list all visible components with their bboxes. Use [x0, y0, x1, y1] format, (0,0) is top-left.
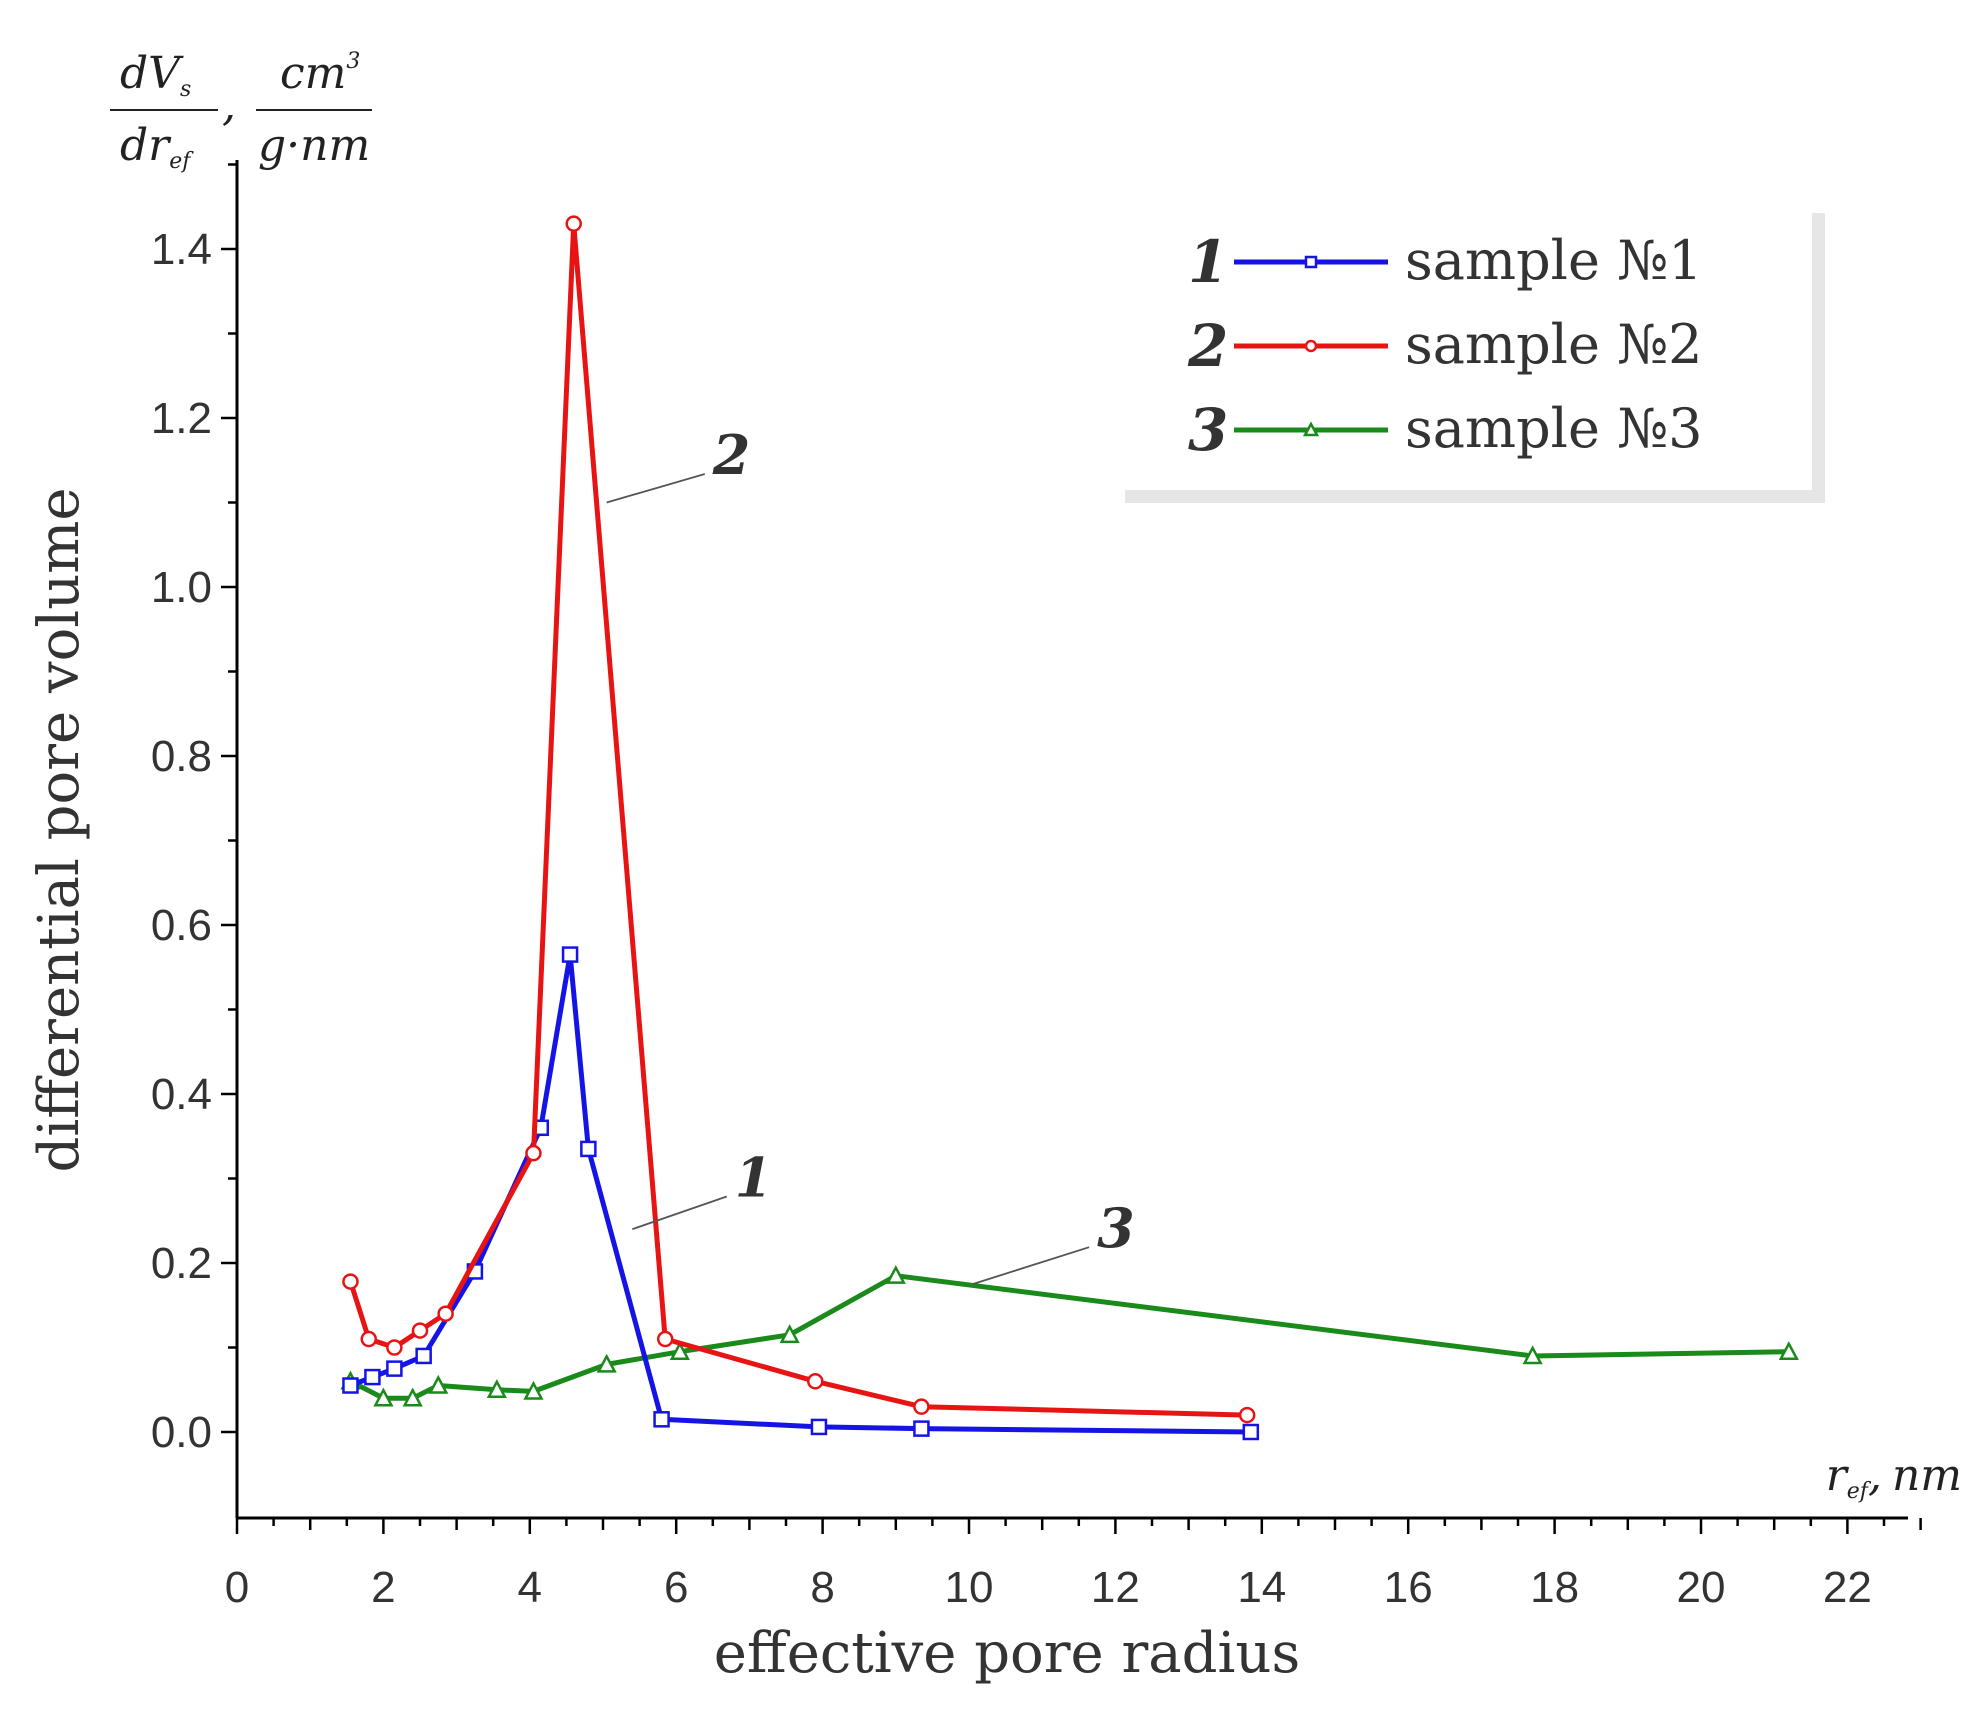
data-point-marker [1242, 1423, 1260, 1441]
annotation-leader [631, 1195, 728, 1231]
x-tick-label: 14 [1237, 1563, 1286, 1612]
x-tick-label: 20 [1677, 1563, 1726, 1612]
annotation-label: 1 [735, 1146, 773, 1210]
legend-label: sample №3 [1405, 397, 1703, 460]
y-unit-separator: , [222, 80, 236, 131]
legend: 1 sample №1 2 sample №2 3 sample №3 [1112, 200, 1825, 503]
data-point-marker [913, 1420, 930, 1437]
annotation-3: 3 [972, 1196, 1135, 1285]
data-point-marker [360, 1330, 378, 1348]
data-point-marker [913, 1398, 930, 1415]
x-tick-label: 16 [1384, 1563, 1433, 1612]
data-point-marker [1238, 1406, 1256, 1424]
x-tick-label: 12 [1091, 1563, 1140, 1612]
data-point-marker [486, 1379, 507, 1398]
legend-label: sample №2 [1405, 313, 1703, 376]
data-point-marker [1304, 339, 1318, 353]
y-tick-label: 1.4 [151, 225, 212, 274]
legend-label: sample №1 [1405, 229, 1703, 292]
x-tick-label: 10 [945, 1563, 994, 1612]
data-point-marker [342, 1273, 359, 1290]
y-tick-label: 1.0 [151, 563, 212, 612]
data-point-marker [1522, 1345, 1543, 1365]
series-3 [340, 1265, 1799, 1407]
y-unit-label: dVs dref , cm3 g·nm [110, 48, 372, 174]
x-axis-title: effective pore radius [714, 1621, 1300, 1686]
data-point-marker [342, 1377, 359, 1394]
data-point-marker [810, 1418, 828, 1436]
legend-box [1112, 200, 1812, 490]
legend-entry-2: 2 sample №2 [1187, 312, 1703, 380]
data-point-marker [1302, 421, 1320, 437]
y-unit-dr: dref [120, 120, 194, 174]
annotation-leader [972, 1246, 1090, 1285]
data-point-marker [653, 1411, 670, 1428]
series-layer [340, 215, 1799, 1441]
series-1 [342, 946, 1260, 1441]
data-point-marker [386, 1360, 403, 1377]
data-point-marker [1304, 255, 1318, 269]
annotation-leader [606, 473, 706, 504]
data-point-marker [669, 1341, 690, 1360]
y-tick-label: 1.2 [151, 394, 212, 443]
y-tick-label: 0.2 [151, 1239, 212, 1288]
annotation-layer: 2 1 3 [606, 423, 1135, 1285]
y-tick-label: 0.4 [151, 1070, 212, 1119]
series-line [348, 1273, 1792, 1401]
data-point-marker [523, 1380, 544, 1400]
data-point-marker [415, 1347, 432, 1365]
y-tick-label: 0.0 [151, 1408, 212, 1457]
x-tick-label: 8 [810, 1563, 834, 1612]
data-point-marker [1778, 1341, 1799, 1360]
data-point-marker [807, 1373, 824, 1390]
y-unit-dv: dVs [120, 48, 191, 102]
annotation-label: 2 [712, 423, 751, 487]
data-point-marker [565, 215, 582, 232]
data-point-marker [386, 1339, 403, 1356]
data-point-marker [580, 1140, 597, 1158]
data-point-marker [525, 1144, 542, 1162]
x-tick-label: 4 [518, 1563, 542, 1612]
y-axis-ticks: 0.0 0.2 0.4 0.6 0.8 1.0 1.2 1.4 [151, 163, 237, 1457]
legend-entry-1: 1 sample №1 [1188, 228, 1703, 296]
x-unit-label: ref, nm [1826, 1450, 1962, 1504]
data-point-marker [656, 1330, 674, 1348]
data-point-marker [885, 1265, 906, 1284]
series-2 [342, 215, 1256, 1424]
x-tick-label: 22 [1823, 1563, 1872, 1612]
y-tick-label: 0.8 [151, 732, 212, 781]
y-unit-cm: cm3 [280, 48, 360, 99]
data-point-marker [428, 1374, 449, 1394]
annotation-label: 3 [1097, 1196, 1135, 1260]
x-tick-label: 6 [664, 1563, 688, 1612]
annotation-2: 2 [606, 423, 751, 504]
x-tick-label: 18 [1530, 1563, 1579, 1612]
x-tick-label: 2 [371, 1563, 395, 1612]
annotation-1: 1 [631, 1146, 773, 1231]
y-axis-title: differential pore volume [27, 487, 92, 1172]
series-line [348, 952, 1254, 1435]
axes: 0 2 4 6 8 10 12 14 16 18 20 22 0.00.20.40.60.81.01.… [151, 160, 1922, 1612]
data-point-marker [402, 1387, 423, 1407]
legend-number: 2 [1187, 312, 1228, 380]
x-axis-ticks: 0 2 4 6 8 10 12 14 16 18 20 22 [225, 1518, 1922, 1612]
data-point-marker [561, 946, 579, 963]
legend-number: 3 [1188, 396, 1228, 464]
legend-number: 1 [1188, 228, 1228, 296]
x-tick-label: 0 [225, 1563, 249, 1612]
legend-entries: 1 sample №1 2 sample №2 3 sample №3 [1187, 228, 1703, 464]
y-tick-label: 0.6 [151, 901, 212, 950]
data-point-marker [437, 1305, 454, 1322]
data-point-marker [364, 1368, 381, 1386]
legend-entry-3: 3 sample №3 [1188, 396, 1703, 464]
data-point-marker [373, 1387, 394, 1407]
data-point-marker [411, 1322, 429, 1339]
data-point-marker [596, 1353, 617, 1373]
y-unit-gnm: g·nm [258, 120, 370, 171]
data-point-marker [779, 1324, 800, 1344]
